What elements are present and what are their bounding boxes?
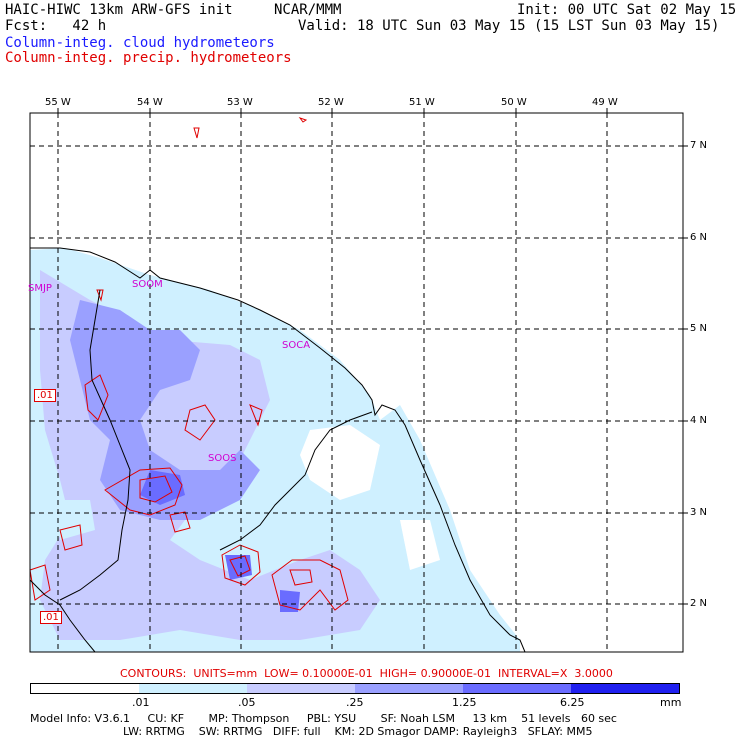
lon-label: 52 W bbox=[318, 97, 344, 108]
station-label: SOOM bbox=[132, 279, 163, 290]
coastline bbox=[29, 247, 526, 653]
station-label: SOOS bbox=[208, 453, 237, 464]
contours-info: CONTOURS: UNITS=mm LOW= 0.10000E-01 HIGH… bbox=[120, 667, 613, 680]
model-title: HAIC-HIWC 13km ARW-GFS init bbox=[5, 2, 233, 18]
lat-lon-grid bbox=[30, 113, 683, 652]
precip-contours bbox=[29, 117, 349, 611]
colorbar-bin bbox=[355, 684, 463, 693]
init-time: Init: 00 UTC Sat 02 May 15 bbox=[517, 2, 737, 18]
colorbar-tick: 1.25 bbox=[452, 696, 477, 709]
colorbar bbox=[30, 683, 680, 694]
colorbar-tick: .01 bbox=[132, 696, 150, 709]
forecast-hour: Fcst: 42 h bbox=[5, 18, 107, 34]
station-label: SMJP bbox=[28, 283, 52, 294]
colorbar-bin bbox=[247, 684, 355, 693]
model-info-line2: LW: RRTMG SW: RRTMG DIFF: full KM: 2D Sm… bbox=[123, 725, 593, 738]
org-label: NCAR/MMM bbox=[274, 2, 342, 18]
colorbar-tick: 6.25 bbox=[560, 696, 585, 709]
lon-label: 51 W bbox=[409, 97, 435, 108]
model-info-line1: Model Info: V3.6.1 CU: KF MP: Thompson P… bbox=[30, 712, 617, 725]
colorbar-bin bbox=[463, 684, 571, 693]
colorbar-unit: mm bbox=[660, 696, 682, 709]
map-frame bbox=[29, 108, 688, 653]
lon-label: 55 W bbox=[45, 97, 71, 108]
station-label: SOCA bbox=[282, 340, 311, 351]
lon-label: 53 W bbox=[227, 97, 253, 108]
lat-label: 3 N bbox=[690, 507, 708, 518]
field-precip-label: Column-integ. precip. hydrometeors bbox=[5, 50, 292, 66]
colorbar-tick: .25 bbox=[346, 696, 364, 709]
cloud-fill bbox=[30, 248, 520, 652]
lat-label: 4 N bbox=[690, 415, 708, 426]
colorbar-bin bbox=[139, 684, 247, 693]
lat-label: 5 N bbox=[690, 323, 708, 334]
lon-label: 49 W bbox=[592, 97, 618, 108]
contour-value-label: .01 bbox=[40, 611, 62, 624]
lat-label: 6 N bbox=[690, 232, 708, 243]
colorbar-bin bbox=[571, 684, 679, 693]
lat-label: 7 N bbox=[690, 140, 708, 151]
contour-value-label: .01 bbox=[34, 389, 56, 402]
lon-label: 50 W bbox=[501, 97, 527, 108]
valid-time: Valid: 18 UTC Sun 03 May 15 (15 LST Sun … bbox=[298, 18, 720, 34]
field-cloud-label: Column-integ. cloud hydrometeors bbox=[5, 35, 275, 51]
colorbar-bin bbox=[31, 684, 139, 693]
lon-label: 54 W bbox=[137, 97, 163, 108]
lat-label: 2 N bbox=[690, 598, 708, 609]
colorbar-tick: .05 bbox=[238, 696, 256, 709]
